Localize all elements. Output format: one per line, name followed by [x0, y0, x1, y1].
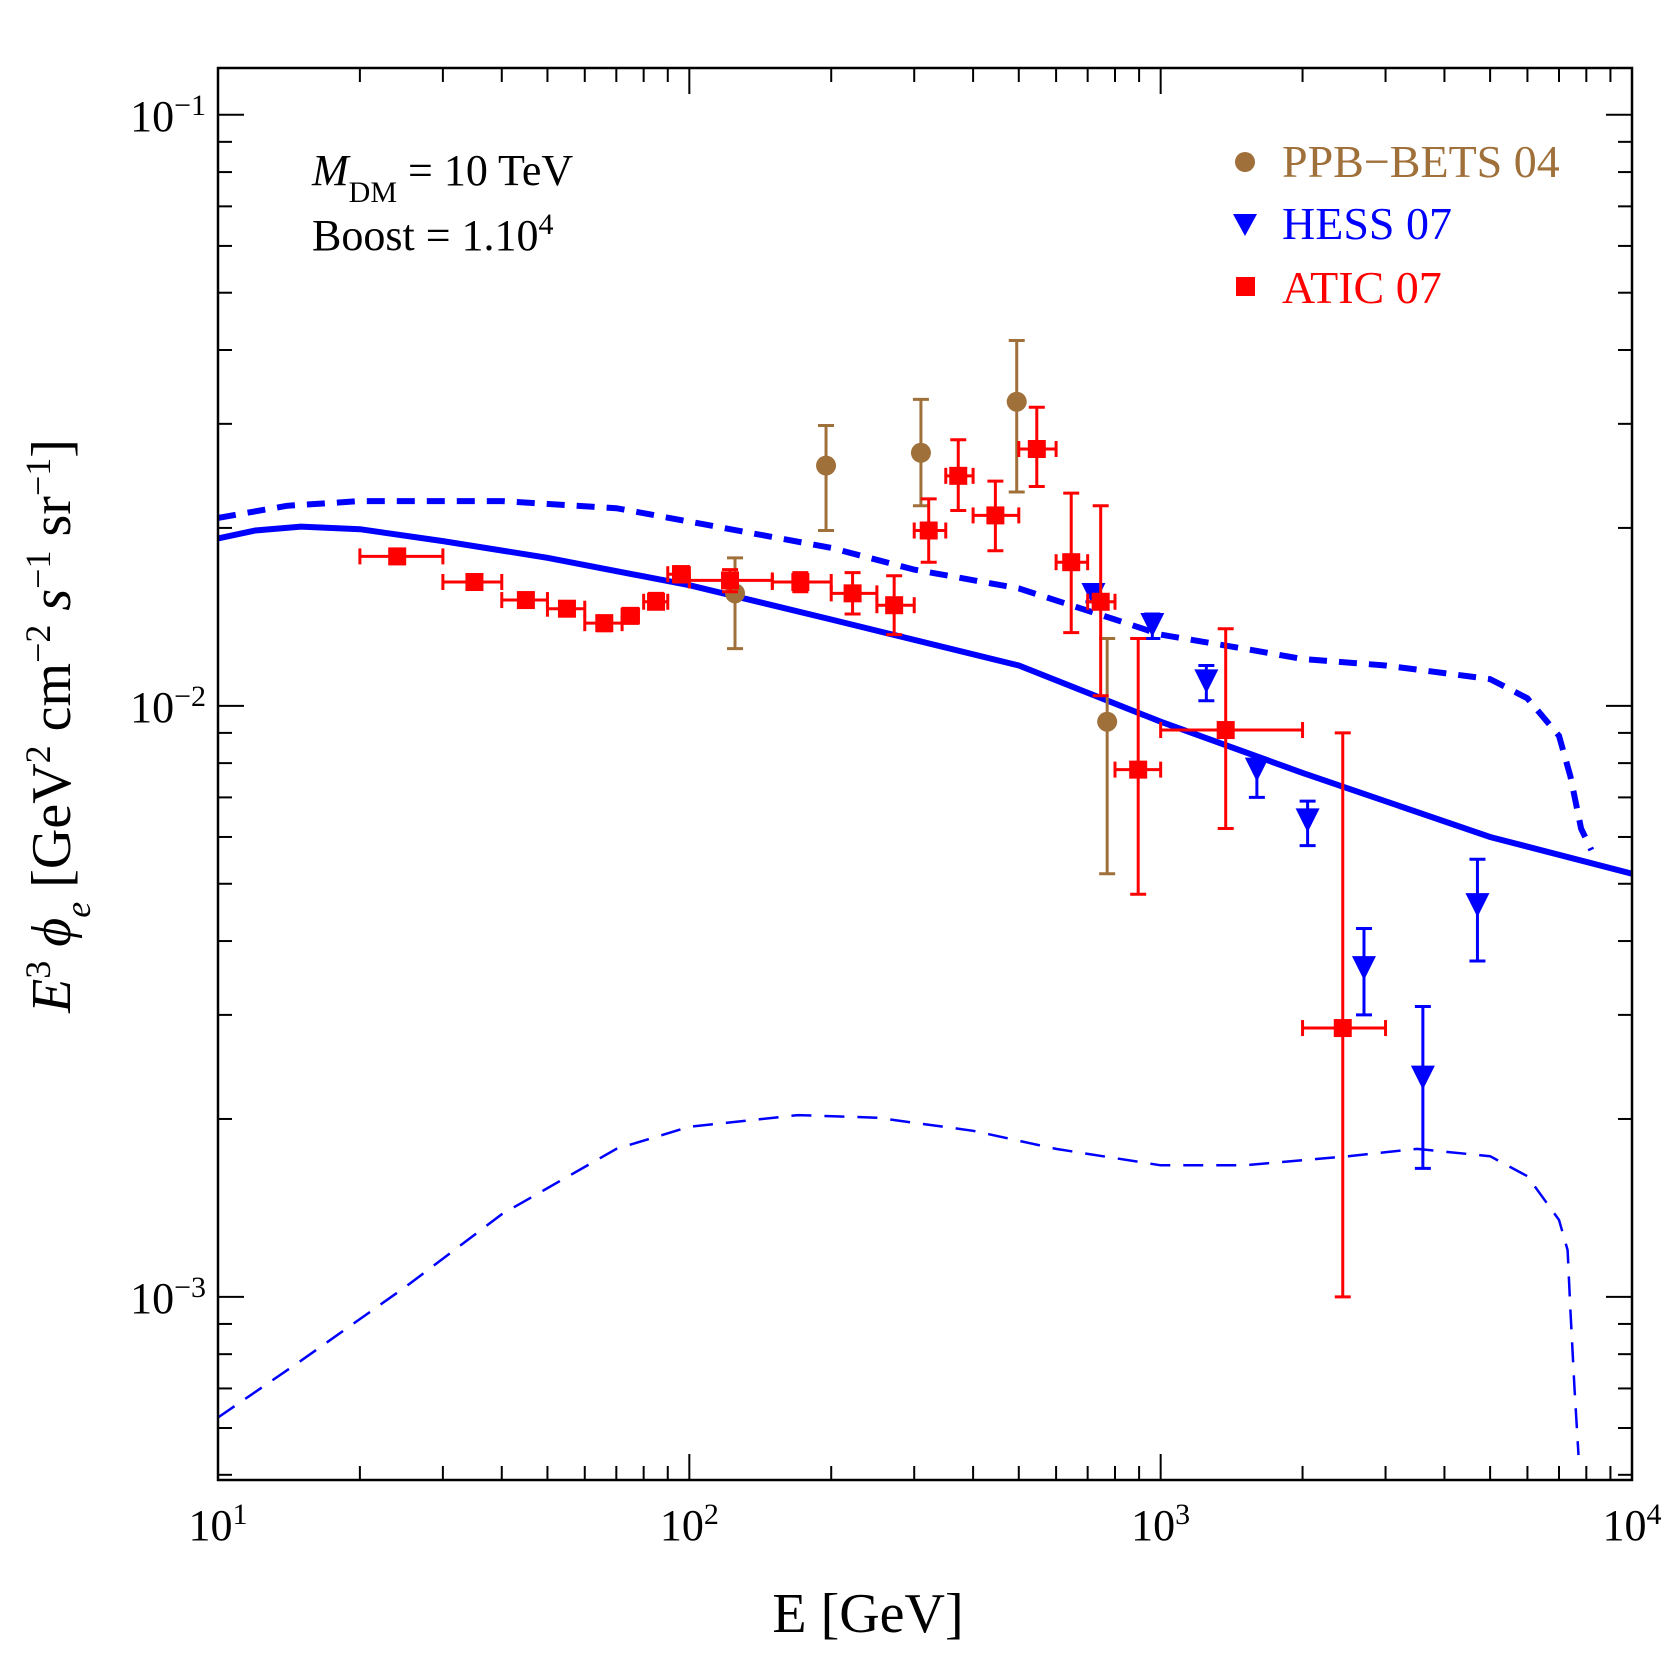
- data-point-hess: [1140, 613, 1165, 638]
- data-point-atic: [986, 506, 1005, 525]
- data-point-atic: [885, 596, 904, 615]
- data-point-atic: [465, 573, 484, 592]
- data-point-atic: [721, 571, 740, 590]
- legend-marker-atic: [1236, 277, 1255, 296]
- data-point-atic: [843, 584, 862, 603]
- x-tick-label: 101: [189, 1498, 248, 1551]
- legend-label-hess: HESS 07: [1282, 198, 1452, 249]
- axis-ticks: [217, 68, 1633, 1480]
- y-tick-label: 10−3: [130, 1270, 206, 1323]
- data-point-hess: [1194, 669, 1219, 694]
- data-point-atic: [621, 606, 640, 625]
- data-point-atic: [557, 599, 576, 618]
- legend-label-ppb-bets: PPB−BETS 04: [1282, 136, 1560, 187]
- data-point-atic: [1129, 760, 1148, 779]
- curve-solid: [218, 523, 1632, 877]
- x-axis-label: E [GeV]: [772, 1583, 963, 1645]
- data-point-atic: [388, 547, 407, 566]
- x-tick-label: 104: [1603, 1498, 1662, 1551]
- data-point-hess: [1410, 1065, 1435, 1090]
- y-tick-label: 10−2: [130, 679, 206, 732]
- data-point-ppb-bets: [816, 455, 837, 476]
- data-point-atic: [919, 521, 938, 540]
- data-point-ppb-bets: [1006, 391, 1027, 412]
- model-curves: [218, 498, 1632, 1456]
- data-point-atic: [516, 591, 535, 610]
- curve-dashed-thick: [218, 498, 1595, 852]
- legend-label-atic: ATIC 07: [1282, 262, 1442, 313]
- legend-marker-ppb-bets: [1235, 152, 1255, 172]
- data-point-ppb-bets: [1097, 711, 1118, 732]
- x-tick-labels: 101 102 103 104: [189, 1498, 1662, 1551]
- legend: PPB−BETS 04 HESS 07 ATIC 07: [1233, 136, 1560, 313]
- data-point-atic: [1091, 592, 1110, 611]
- x-tick-label: 103: [1131, 1498, 1190, 1551]
- boost-annotation: Boost = 1.104: [312, 208, 554, 261]
- y-tick-labels: 10−1 10−2 10−3: [130, 88, 206, 1323]
- data-point-hess: [1244, 757, 1269, 782]
- data-point-atic: [671, 565, 690, 584]
- legend-marker-hess: [1233, 214, 1257, 236]
- data-points: [358, 339, 1490, 1299]
- y-axis-label: E3ϕe [GeV2 cm−2 s−1 sr−1]: [18, 439, 98, 1014]
- data-point-hess: [1465, 893, 1490, 918]
- curve-dashed-thin: [218, 1113, 1580, 1456]
- plot-frame: [216, 66, 1634, 1482]
- data-point-atic: [791, 573, 810, 592]
- mass-annotation: MDM = 10 TeV: [311, 146, 573, 209]
- x-tick-label: 102: [660, 1498, 719, 1551]
- data-point-hess: [1351, 956, 1376, 981]
- y-tick-label: 10−1: [130, 88, 206, 141]
- data-point-atic: [595, 614, 614, 633]
- data-point-atic: [647, 592, 666, 611]
- data-point-atic: [1027, 439, 1046, 458]
- data-point-atic: [1062, 553, 1081, 572]
- data-point-ppb-bets: [910, 442, 931, 463]
- data-point-atic: [1333, 1019, 1352, 1038]
- data-point-atic: [949, 466, 968, 485]
- data-point-hess: [1295, 808, 1320, 833]
- data-point-atic: [1216, 721, 1235, 740]
